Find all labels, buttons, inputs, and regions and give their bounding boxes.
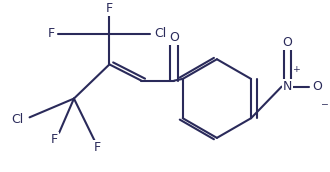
Text: O: O <box>312 80 322 93</box>
Text: O: O <box>169 31 179 44</box>
Text: F: F <box>51 133 58 146</box>
Text: N: N <box>283 80 292 93</box>
Text: O: O <box>282 36 292 49</box>
Text: Cl: Cl <box>12 113 24 126</box>
Text: Cl: Cl <box>154 27 167 40</box>
Text: F: F <box>48 27 54 40</box>
Text: +: + <box>292 65 300 74</box>
Text: F: F <box>106 2 113 15</box>
Text: −: − <box>321 99 329 108</box>
Text: F: F <box>93 141 101 154</box>
